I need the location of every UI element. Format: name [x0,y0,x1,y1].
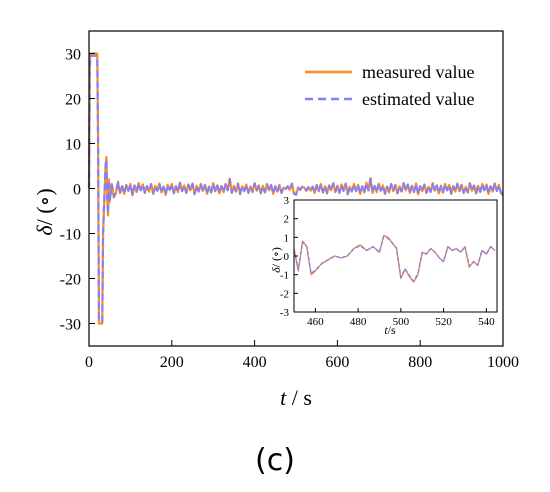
main-x-tick-label: 200 [160,354,184,371]
inset-y-tick-label: 3 [284,195,290,207]
main-y-ticks: -30 -20 -10 0 10 20 30 [60,47,95,334]
main-y-tick-label: 10 [65,137,81,154]
main-x-tick-label: 1000 [487,354,519,371]
main-y-tick-label: 20 [65,92,81,109]
main-series-group [87,52,504,325]
inset-x-tick-label: 520 [435,316,452,328]
inset-x-tick-label: 540 [478,316,495,328]
inset-y-tick-label: -2 [280,288,289,300]
inset-y-ticks: -3 -2 -1 0 1 2 3 [280,195,298,319]
main-y-tick-label: -20 [60,272,81,289]
inset-y-tick-label: -3 [280,307,290,319]
main-x-tick-label: 600 [325,354,349,371]
main-x-tick-label: 800 [408,354,432,371]
legend-label-measured: measured value [362,62,474,82]
panel-label: (c) [255,443,295,478]
inset-x-axis-label: t/s [384,323,396,337]
inset-x-tick-label: 500 [393,316,410,328]
main-y-axis-label: δ/ (∘) [32,188,57,235]
legend-label-estimated: estimated value [362,89,474,109]
main-x-tick-label: 0 [85,354,93,371]
inset-x-tick-label: 460 [307,316,324,328]
inset-x-tick-label: 480 [350,316,367,328]
inset-series-group [293,234,496,283]
main-y-tick-label: -10 [60,227,81,244]
main-y-tick-label: 30 [65,47,81,64]
main-y-tick-label: 0 [73,182,81,199]
main-x-ticks: 0 200 400 600 800 1000 [85,340,519,371]
inset-y-tick-label: 2 [284,214,290,226]
inset-y-tick-label: -1 [280,270,289,282]
main-x-tick-label: 400 [243,354,267,371]
inset-background [294,200,497,312]
inset-y-tick-label: 0 [284,251,290,263]
main-series-estimated-line [87,54,504,323]
inset-y-tick-label: 1 [284,232,290,244]
inset-series-estimated-line [293,235,496,282]
main-y-tick-label: -30 [60,317,81,334]
inset-x-ticks: 460 480 500 520 540 [307,308,495,328]
inset-chart: 460 480 500 520 540 -3 -2 -1 0 1 2 3 δ/ (∘) t/s [269,195,498,337]
inset-y-axis-label: δ/ (∘) [269,247,283,273]
legend: measured value estimated value [305,62,474,109]
main-x-axis-label: t / s [280,385,312,410]
